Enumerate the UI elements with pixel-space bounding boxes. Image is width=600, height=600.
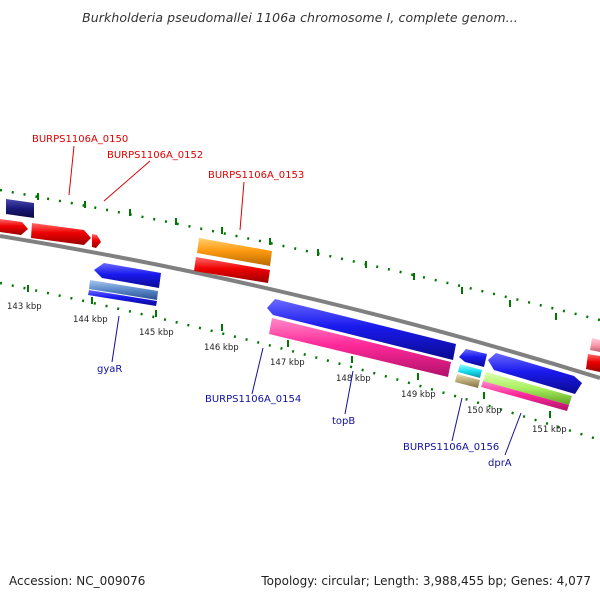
gene-magenta-right[interactable] — [481, 381, 569, 411]
tick-label-145: 145 kbp — [139, 328, 174, 338]
label-burps-0153: BURPS1106A_0153 — [208, 170, 304, 181]
genome-backbone — [0, 234, 600, 380]
gene-green[interactable] — [483, 372, 572, 405]
tick-label-150: 150 kbp — [467, 406, 502, 416]
label-burps-0156: BURPS1106A_0156 — [403, 442, 499, 453]
gene-topb[interactable] — [267, 299, 456, 360]
label-gyar: gyaR — [97, 364, 122, 375]
gene-red-right[interactable] — [586, 354, 600, 372]
tick-label-148: 148 kbp — [336, 374, 371, 384]
tick-label-144: 144 kbp — [73, 315, 108, 325]
tick-label-146: 146 kbp — [204, 343, 239, 353]
gene-gyar[interactable] — [94, 263, 161, 288]
gene-burps-0150[interactable] — [31, 223, 91, 245]
forward-strand-genes[interactable] — [0, 199, 600, 372]
label-burps-0154: BURPS1106A_0154 — [205, 394, 301, 405]
gene-burps-0153-red[interactable] — [194, 257, 270, 283]
tick-label-143: 143 kbp — [7, 302, 42, 312]
accession-text: Accession: NC_009076 — [9, 574, 146, 588]
outer-tick-ring — [0, 188, 600, 322]
gene-gyar-blue[interactable] — [88, 290, 157, 306]
tick-labels: 143 kbp 144 kbp 145 kbp 146 kbp 147 kbp … — [7, 302, 567, 435]
gene-burps-0153-orange[interactable] — [197, 238, 272, 266]
gene-labels: BURPS1106A_0150 BURPS1106A_0152 BURPS110… — [32, 134, 512, 469]
gene-blue-small[interactable] — [459, 349, 487, 367]
gene-burps-0154[interactable] — [269, 318, 451, 377]
gene-dpra[interactable] — [488, 353, 582, 394]
gene-gyar-steel[interactable] — [89, 280, 158, 300]
topology-text: Topology: circular; Length: 3,988,455 bp… — [261, 574, 591, 588]
map-title: Burkholderia pseudomallei 1106a chromoso… — [82, 10, 518, 25]
label-burps-0152: BURPS1106A_0152 — [107, 150, 203, 161]
gene-red-left-small[interactable] — [0, 219, 28, 235]
tick-label-151: 151 kbp — [532, 425, 567, 435]
leader-lines — [68, 145, 522, 456]
inner-major-ticks — [27, 285, 551, 418]
gene-pink-right[interactable] — [590, 338, 600, 352]
inner-tick-ring — [0, 281, 600, 442]
gene-burps-0156-cyan[interactable] — [458, 364, 482, 378]
gene-navy-left[interactable] — [6, 199, 34, 218]
tick-label-147: 147 kbp — [270, 358, 305, 368]
gene-burps-0152[interactable] — [92, 234, 101, 248]
tick-label-149: 149 kbp — [401, 390, 436, 400]
gene-burps-0156-tan[interactable] — [455, 374, 480, 388]
label-burps-0150: BURPS1106A_0150 — [32, 134, 128, 145]
label-dpra: dprA — [488, 458, 512, 469]
reverse-strand-genes[interactable] — [88, 263, 582, 411]
outer-major-ticks — [37, 193, 557, 320]
label-topb: topB — [332, 416, 355, 427]
